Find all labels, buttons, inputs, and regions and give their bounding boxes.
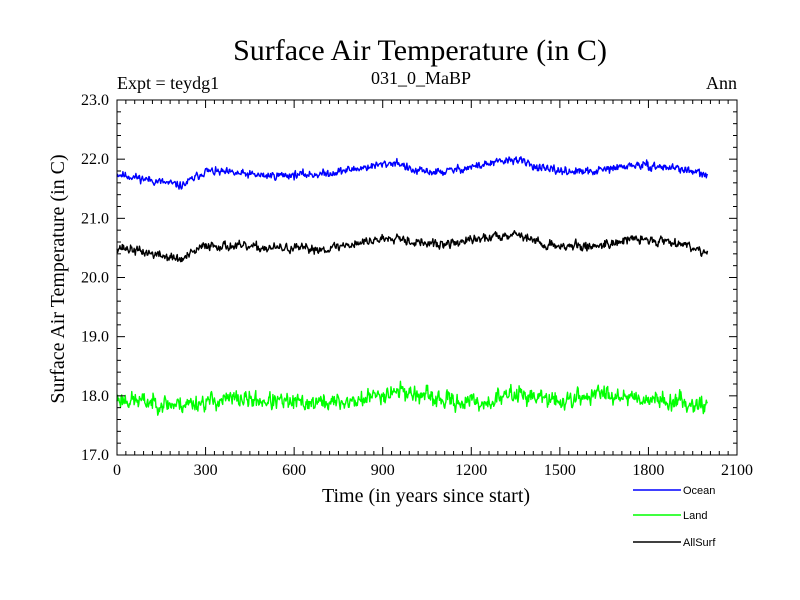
tick-labels-layer: 0 300 600 900 1200 1500 1800 2100 17.0 18.0 19.0 20… xyxy=(81,92,753,479)
period-label: 031_0_MaBP xyxy=(371,68,471,88)
x-tick-label: 1200 xyxy=(455,462,487,479)
x-tick-label: 900 xyxy=(371,462,395,479)
y-axis-label: Surface Air Temperature (in C) xyxy=(47,154,69,403)
y-tick-label: 17.0 xyxy=(81,447,109,464)
x-tick-label: 1800 xyxy=(632,462,664,479)
x-tick-label: 2100 xyxy=(721,462,753,479)
x-tick-label: 600 xyxy=(282,462,306,479)
y-tick-label: 23.0 xyxy=(81,92,109,109)
legend-label-allsurf: AllSurf xyxy=(683,537,716,549)
x-tick-label: 0 xyxy=(113,462,121,479)
y-tick-label: 18.0 xyxy=(81,388,109,405)
legend-label-land: Land xyxy=(683,510,707,522)
y-tick-label: 22.0 xyxy=(81,151,109,168)
y-tick-label: 19.0 xyxy=(81,329,109,346)
series-line-ocean xyxy=(116,156,709,190)
x-axis-label: Time (in years since start) xyxy=(322,485,530,507)
y-tick-label: 21.0 xyxy=(81,210,109,227)
legend-label-ocean: Ocean xyxy=(683,485,715,497)
y-tick-label: 20.0 xyxy=(81,270,109,287)
series-layer xyxy=(116,156,709,416)
season-label: Ann xyxy=(706,73,737,93)
series-line-allsurf xyxy=(116,230,709,263)
chart-title: Surface Air Temperature (in C) xyxy=(233,34,607,67)
x-tick-label: 1500 xyxy=(544,462,576,479)
x-tick-label: 300 xyxy=(194,462,218,479)
series-line-land xyxy=(116,380,709,416)
experiment-label: Expt = teydg1 xyxy=(117,73,219,93)
plot-frame xyxy=(116,99,738,456)
legend: Ocean Land AllSurf xyxy=(633,485,716,549)
